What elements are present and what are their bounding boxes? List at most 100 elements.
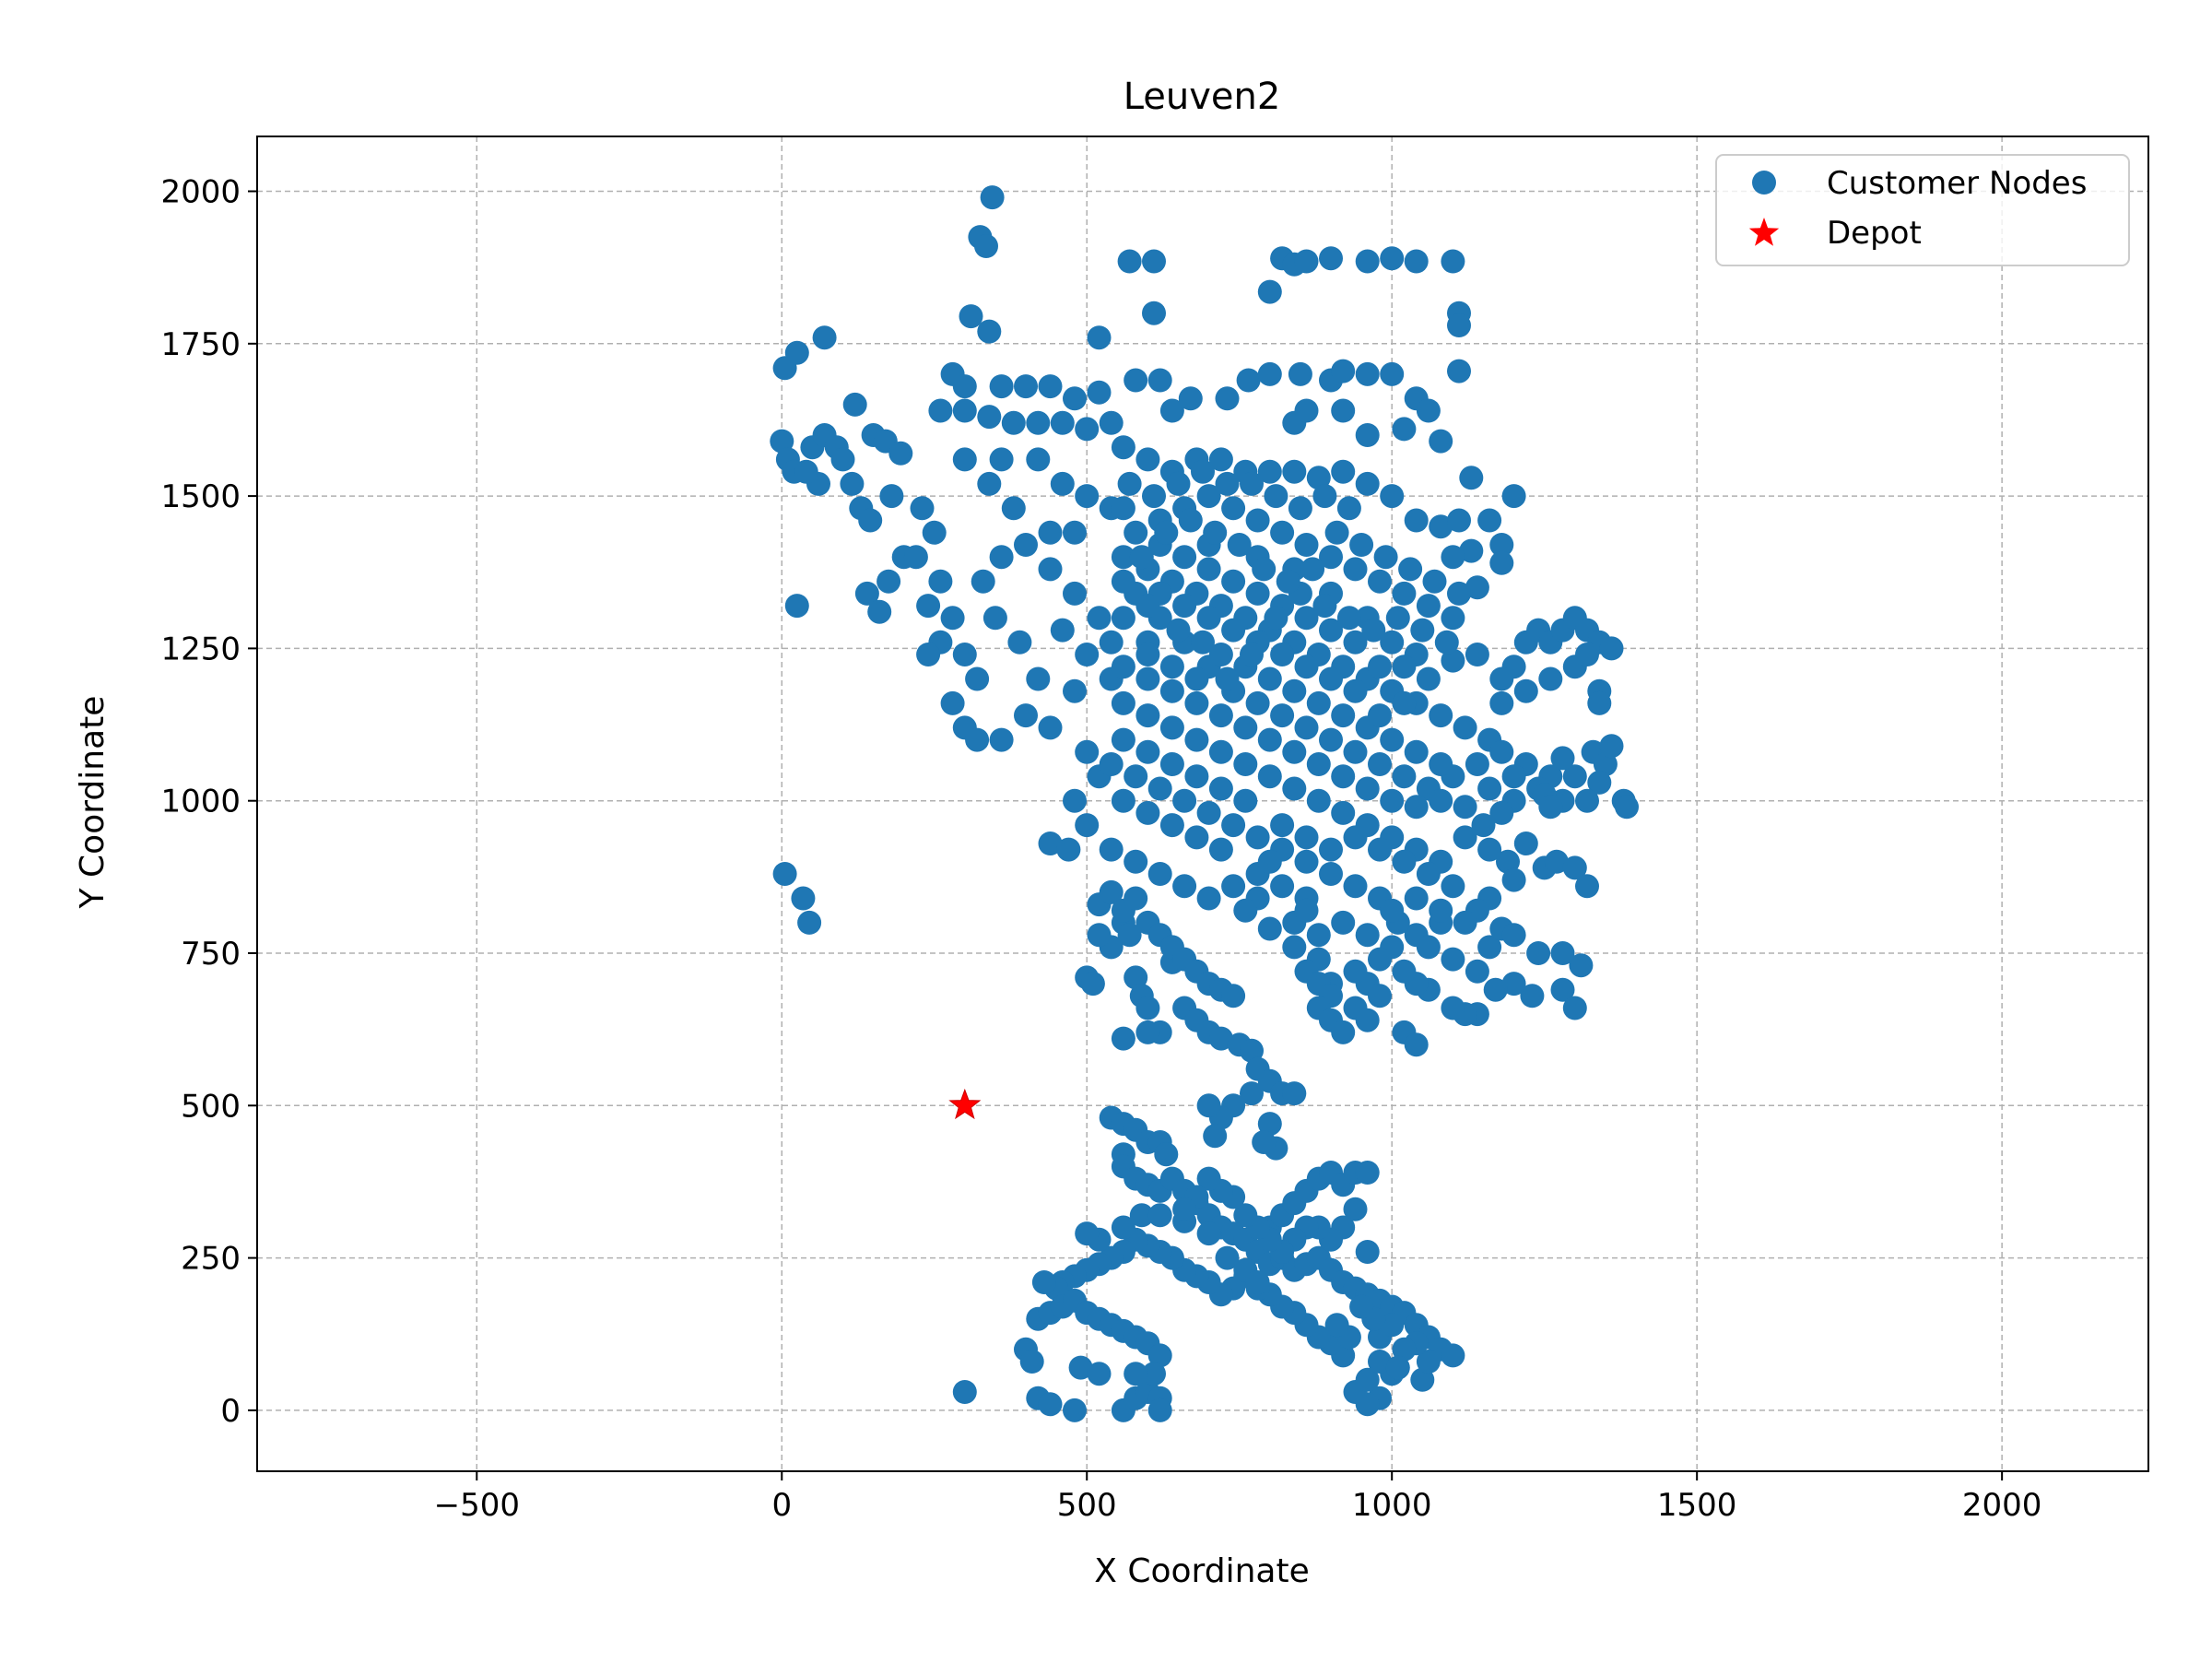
customer-node-point bbox=[1147, 1203, 1172, 1228]
customer-node-point bbox=[1489, 550, 1514, 575]
customer-node-point bbox=[1056, 837, 1081, 862]
customer-node-point bbox=[1257, 849, 1282, 874]
customer-node-point bbox=[1252, 557, 1277, 582]
customer-node-point bbox=[1562, 996, 1587, 1020]
customer-node-point bbox=[1416, 666, 1441, 691]
customer-node-point bbox=[1142, 249, 1166, 274]
legend-marker-customer-nodes bbox=[1752, 171, 1776, 195]
customer-node-point bbox=[910, 496, 935, 521]
customer-node-point bbox=[1501, 972, 1526, 997]
customer-node-point bbox=[1392, 1337, 1417, 1362]
customer-node-point bbox=[1087, 923, 1112, 948]
customer-node-point bbox=[791, 886, 816, 911]
customer-node-point bbox=[1319, 727, 1343, 752]
customer-node-point bbox=[1233, 1203, 1258, 1228]
customer-node-point bbox=[1001, 410, 1026, 435]
customer-node-point bbox=[1240, 1038, 1264, 1063]
customer-node-point bbox=[1111, 1026, 1135, 1051]
customer-node-point bbox=[1319, 666, 1343, 691]
customer-node-point bbox=[1159, 655, 1184, 679]
customer-node-point bbox=[1550, 746, 1575, 771]
customer-node-point bbox=[1544, 849, 1569, 874]
customer-node-point bbox=[1111, 727, 1135, 752]
customer-node-point bbox=[1392, 764, 1417, 789]
customer-node-point bbox=[879, 484, 904, 509]
customer-node-point bbox=[1159, 678, 1184, 703]
customer-node-point bbox=[1392, 849, 1417, 874]
customer-node-point bbox=[1447, 359, 1471, 383]
y-tick-label: 1500 bbox=[160, 478, 241, 515]
customer-node-point bbox=[1026, 447, 1051, 472]
customer-node-point bbox=[1208, 703, 1233, 728]
y-tick-label: 500 bbox=[181, 1088, 241, 1125]
customer-node-point bbox=[1236, 368, 1261, 393]
customer-node-point bbox=[1404, 508, 1429, 533]
customer-node-point bbox=[1147, 368, 1172, 393]
customer-node-point bbox=[1447, 508, 1471, 533]
customer-node-point bbox=[1063, 386, 1087, 411]
customer-node-point bbox=[1319, 246, 1343, 271]
depot-series bbox=[948, 1088, 982, 1120]
customer-node-point bbox=[1368, 1350, 1392, 1374]
customer-node-point bbox=[1166, 618, 1191, 643]
y-tick-label: 1000 bbox=[160, 784, 241, 820]
customer-node-point bbox=[1014, 374, 1038, 399]
customer-node-point bbox=[1355, 1367, 1380, 1392]
customer-node-point bbox=[1111, 569, 1135, 594]
customer-node-point bbox=[1135, 1020, 1160, 1044]
customer-node-point bbox=[1257, 1112, 1282, 1137]
legend: Customer Nodes Depot bbox=[1715, 154, 2130, 266]
customer-node-point bbox=[1300, 557, 1325, 582]
customer-node-point bbox=[1196, 557, 1221, 582]
customer-node-point bbox=[1575, 874, 1599, 899]
customer-node-point bbox=[858, 508, 883, 533]
customer-node-point bbox=[1520, 984, 1545, 1008]
x-tick-label: 2000 bbox=[1962, 1487, 2042, 1524]
customer-node-point bbox=[1404, 795, 1429, 820]
customer-node-point bbox=[1306, 788, 1331, 813]
customer-node-point bbox=[1477, 935, 1502, 960]
customer-node-point bbox=[1245, 581, 1270, 606]
customer-node-point bbox=[1453, 715, 1477, 740]
customer-node-point bbox=[1429, 898, 1453, 923]
customer-node-point bbox=[1184, 690, 1209, 715]
customer-node-point bbox=[1368, 837, 1392, 862]
customer-node-point bbox=[1380, 630, 1405, 655]
customer-node-point bbox=[1221, 618, 1246, 643]
x-tick-label: 1000 bbox=[1352, 1487, 1432, 1524]
customer-node-point bbox=[1282, 776, 1307, 801]
customer-node-point bbox=[1331, 910, 1356, 935]
customer-node-point bbox=[1343, 678, 1368, 703]
customer-node-point bbox=[1380, 1313, 1405, 1338]
customer-node-point bbox=[1368, 984, 1392, 1008]
customer-node-point bbox=[1208, 447, 1233, 472]
customer-node-point bbox=[1380, 788, 1405, 813]
customer-node-point bbox=[1441, 996, 1465, 1020]
customer-node-point bbox=[797, 910, 822, 935]
customer-node-point bbox=[1355, 923, 1380, 948]
customer-node-point bbox=[1111, 788, 1135, 813]
customer-node-point bbox=[1336, 606, 1361, 631]
depot-point bbox=[948, 1088, 982, 1120]
customer-node-point bbox=[1501, 867, 1526, 892]
customer-nodes-series bbox=[770, 185, 1639, 1422]
customer-node-point bbox=[1221, 569, 1246, 594]
customer-node-point bbox=[1489, 800, 1514, 825]
customer-node-point bbox=[1208, 837, 1233, 862]
customer-node-point bbox=[1075, 1221, 1100, 1246]
customer-node-point bbox=[1282, 739, 1307, 764]
customer-node-point bbox=[1392, 690, 1417, 715]
customer-node-point bbox=[1404, 1032, 1429, 1057]
customer-node-point bbox=[1087, 606, 1112, 631]
customer-node-point bbox=[1270, 643, 1295, 666]
customer-node-point bbox=[1264, 606, 1288, 631]
customer-node-point bbox=[1038, 520, 1063, 545]
customer-node-point bbox=[1447, 313, 1471, 337]
customer-node-point bbox=[1306, 466, 1331, 490]
customer-node-point bbox=[928, 569, 953, 594]
customer-node-point bbox=[1368, 947, 1392, 972]
customer-node-point bbox=[1203, 520, 1228, 545]
customer-node-point bbox=[1392, 959, 1417, 984]
customer-node-point bbox=[1117, 249, 1142, 274]
customer-node-point bbox=[1172, 788, 1197, 813]
